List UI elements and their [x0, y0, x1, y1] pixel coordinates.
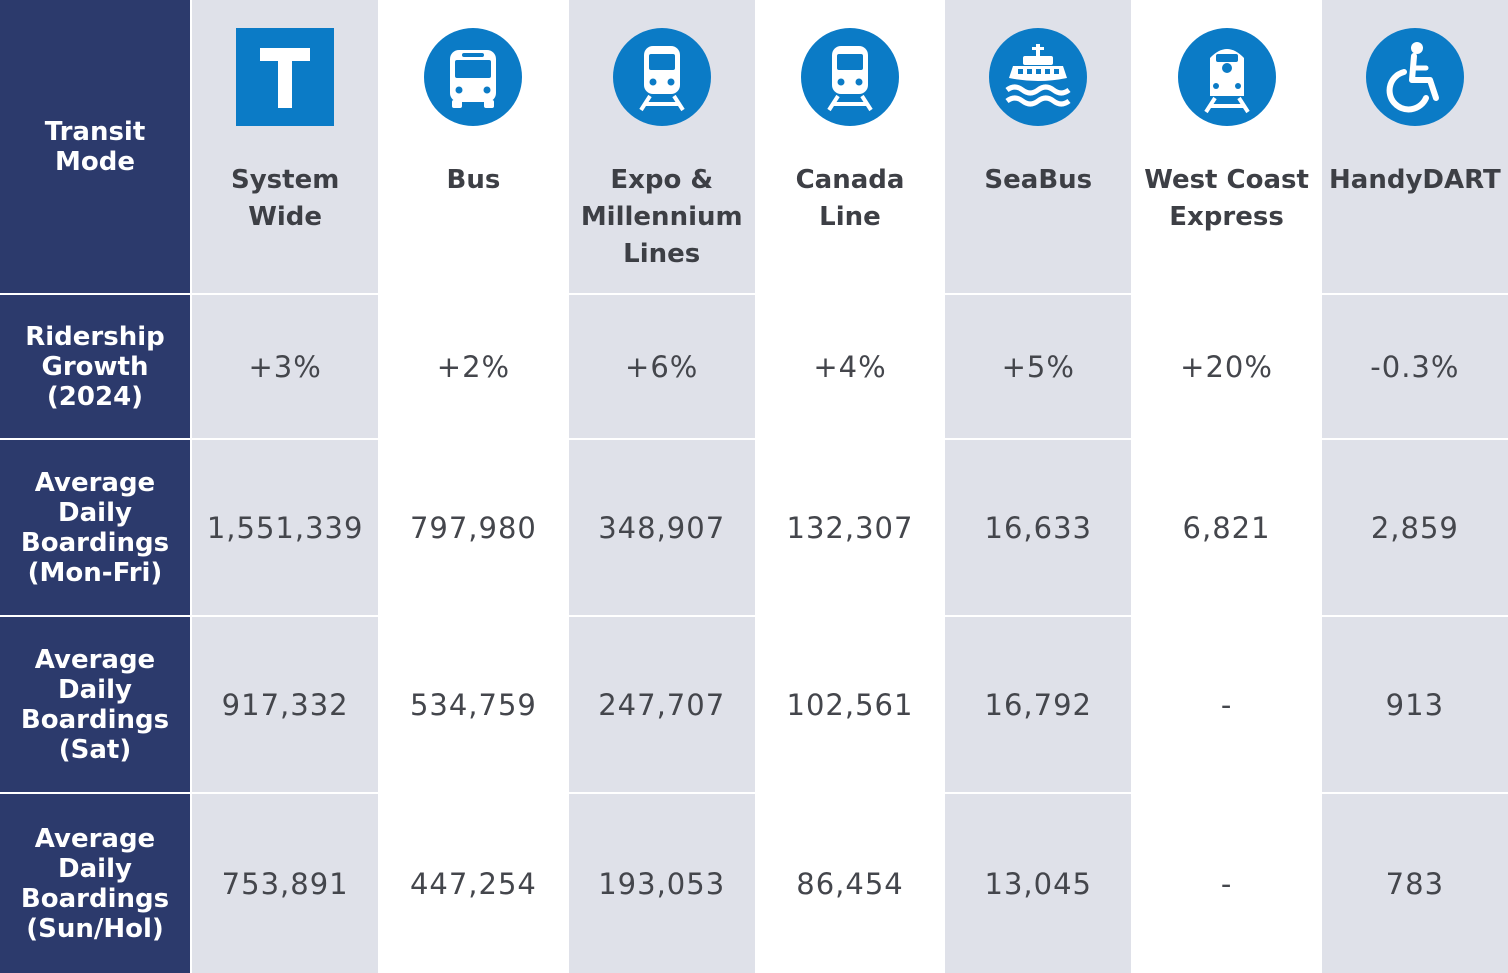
table-cell: 348,907: [568, 440, 755, 615]
mode-name: System Wide: [230, 165, 340, 232]
commuter-train-icon: [1177, 28, 1276, 126]
table-cell: 16,633: [945, 440, 1132, 615]
table-cell: 2,859: [1321, 440, 1508, 615]
table-cell: 534,759: [380, 617, 567, 792]
table-cell: 247,707: [568, 617, 755, 792]
table-cell: +6%: [568, 295, 755, 438]
table-cell: +2%: [380, 295, 567, 438]
table-cell: 16,792: [945, 617, 1132, 792]
skytrain-icon: [612, 28, 711, 126]
mode-name: SeaBus: [984, 165, 1093, 195]
table-cell: 1,551,339: [192, 440, 379, 615]
table-cell: +5%: [945, 295, 1132, 438]
table-cell: -: [1133, 794, 1320, 973]
table-cell: 6,821: [1133, 440, 1320, 615]
ferry-icon: [989, 28, 1088, 126]
table-cell: 132,307: [756, 440, 944, 615]
table-cell: 783: [1321, 794, 1508, 973]
table-cell: 193,053: [568, 794, 755, 973]
mode-header-seabus: SeaBus: [945, 0, 1132, 293]
mode-name: Canada Line: [795, 165, 905, 232]
table-cell: 913: [1321, 617, 1508, 792]
table-cell: -0.3%: [1321, 295, 1508, 438]
skytrain-icon: [800, 28, 899, 126]
table-cell: 797,980: [380, 440, 567, 615]
bus-icon: [424, 28, 523, 126]
table-cell: 753,891: [192, 794, 379, 973]
mode-name: Expo & Millennium Lines: [580, 165, 743, 269]
corner-label: Transit Mode: [0, 0, 190, 293]
row-label-sunday-holiday-boardings: Average Daily Boardings (Sun/Hol): [0, 794, 190, 973]
mode-header-west-coast-express: West Coast Express: [1133, 0, 1320, 293]
row-label-saturday-boardings: Average Daily Boardings (Sat): [0, 617, 190, 792]
table-cell: 13,045: [945, 794, 1132, 973]
mode-name: HandyDART: [1329, 165, 1501, 195]
table-cell: 102,561: [756, 617, 944, 792]
row-label-ridership-growth: Ridership Growth (2024): [0, 295, 190, 438]
table-cell: 86,454: [756, 794, 944, 973]
table-cell: +4%: [756, 295, 944, 438]
table-cell: +3%: [192, 295, 379, 438]
mode-header-handydart: HandyDART: [1321, 0, 1508, 293]
mode-name: West Coast Express: [1144, 165, 1309, 232]
mode-name: Bus: [446, 165, 501, 195]
table-cell: +20%: [1133, 295, 1320, 438]
wheelchair-icon: [1365, 28, 1464, 126]
table-cell: -: [1133, 617, 1320, 792]
table-cell: 447,254: [380, 794, 567, 973]
row-label-weekday-boardings: Average Daily Boardings (Mon-Fri): [0, 440, 190, 615]
mode-header-bus: Bus: [380, 0, 567, 293]
transit-t-icon: [236, 28, 335, 126]
mode-header-canada-line: Canada Line: [756, 0, 944, 293]
table-cell: 917,332: [192, 617, 379, 792]
mode-header-system-wide: System Wide: [192, 0, 379, 293]
mode-header-expo-millennium: Expo & Millennium Lines: [568, 0, 755, 293]
